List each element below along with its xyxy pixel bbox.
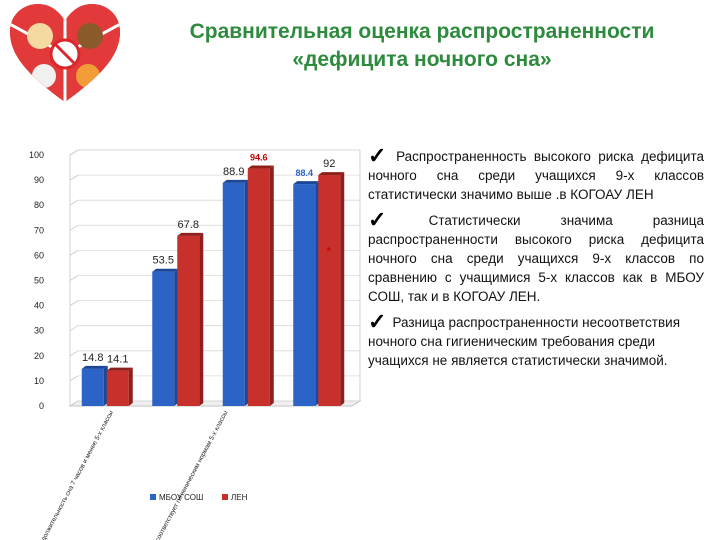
x-category-label: Сон не соответствует гигиеническим норма… [144,409,230,540]
note-1-text: Распространенность высокого риска дефици… [368,149,704,202]
note-1: ✓ Распространенность высокого риска дефиц… [368,143,704,204]
title-line-1: Сравнительная оценка распространенности [189,20,655,43]
check-icon: ✓ [368,207,423,232]
bar-side [269,165,274,406]
notes-panel: ✓ Распространенность высокого риска дефиц… [368,143,704,376]
data-label: 67.8 [178,219,199,231]
x-category-label: Продолжительность сна 7 часов и менее 5-… [35,409,116,540]
bar [152,271,175,406]
bar-top [106,367,133,371]
bar-top [152,268,179,272]
grid-line [69,275,79,281]
data-label: 94.6 [250,153,268,163]
y-tick-label: 40 [34,301,44,311]
bar-top [318,172,345,176]
legend-label-len: ЛЕН [231,493,248,502]
data-label: 92 [323,158,335,170]
bar [247,168,270,406]
bar-top [293,181,320,185]
bar [293,184,316,406]
y-tick-label: 80 [34,200,44,210]
bar [318,175,341,406]
grid-line [69,224,79,231]
y-tick-label: 50 [34,276,44,286]
bar-side [340,172,345,406]
bar [81,368,104,406]
bar-top [222,179,249,183]
data-label: 88.9 [223,166,244,178]
grid-line [69,199,79,206]
page-title: Сравнительная оценка распространенности … [132,18,712,74]
bar-side [199,232,204,406]
legend-swatch-mbou [150,494,156,500]
grid-line [69,350,79,357]
bar [177,235,200,406]
data-label: 14.1 [107,354,128,366]
bar-top [247,165,274,169]
grid-line [69,250,79,256]
y-tick-label: 30 [34,326,44,336]
y-tick-label: 0 [39,401,44,411]
grid-line [69,325,79,332]
bar-top [177,232,204,236]
grid-line [69,375,79,382]
grid-line [69,174,79,181]
significance-marker: * [326,244,331,258]
y-tick-label: 90 [34,175,44,185]
bar [106,370,129,406]
grid-line [69,300,79,306]
check-icon: ✓ [368,143,391,168]
check-icon: ✓ [368,309,387,334]
legend-swatch-len [222,494,228,500]
bar [222,182,245,406]
bar-side [128,367,133,406]
legend-label-mbou: МБОУ СОШ [159,493,203,502]
heart-logo [10,4,120,102]
note-2-text: Статистически значима разница распростра… [368,213,704,304]
note-3-text: Разница распространенности несоответстви… [368,315,681,368]
title-line-2: «дефицита ночного сна» [292,48,552,71]
data-label: 14.8 [82,352,103,364]
data-label: 53.5 [153,255,174,267]
y-tick-label: 60 [34,250,44,260]
y-tick-label: 10 [34,376,44,386]
grid-line [69,400,79,407]
bar-chart: 0 10 20 30 40 50 60 70 80 90 100 14.8 14.1 53.5 67.8 88… [29,149,362,540]
note-2: ✓ Статистически значима разница распростр… [368,207,704,306]
bar-top [81,365,108,369]
y-tick-label: 20 [34,351,44,361]
data-label: 88.4 [295,168,313,178]
y-tick-label: 70 [34,225,44,235]
y-tick-label: 100 [29,150,44,160]
grid-line [69,149,79,156]
note-3: ✓ Разница распространенности несоответств… [368,309,704,370]
